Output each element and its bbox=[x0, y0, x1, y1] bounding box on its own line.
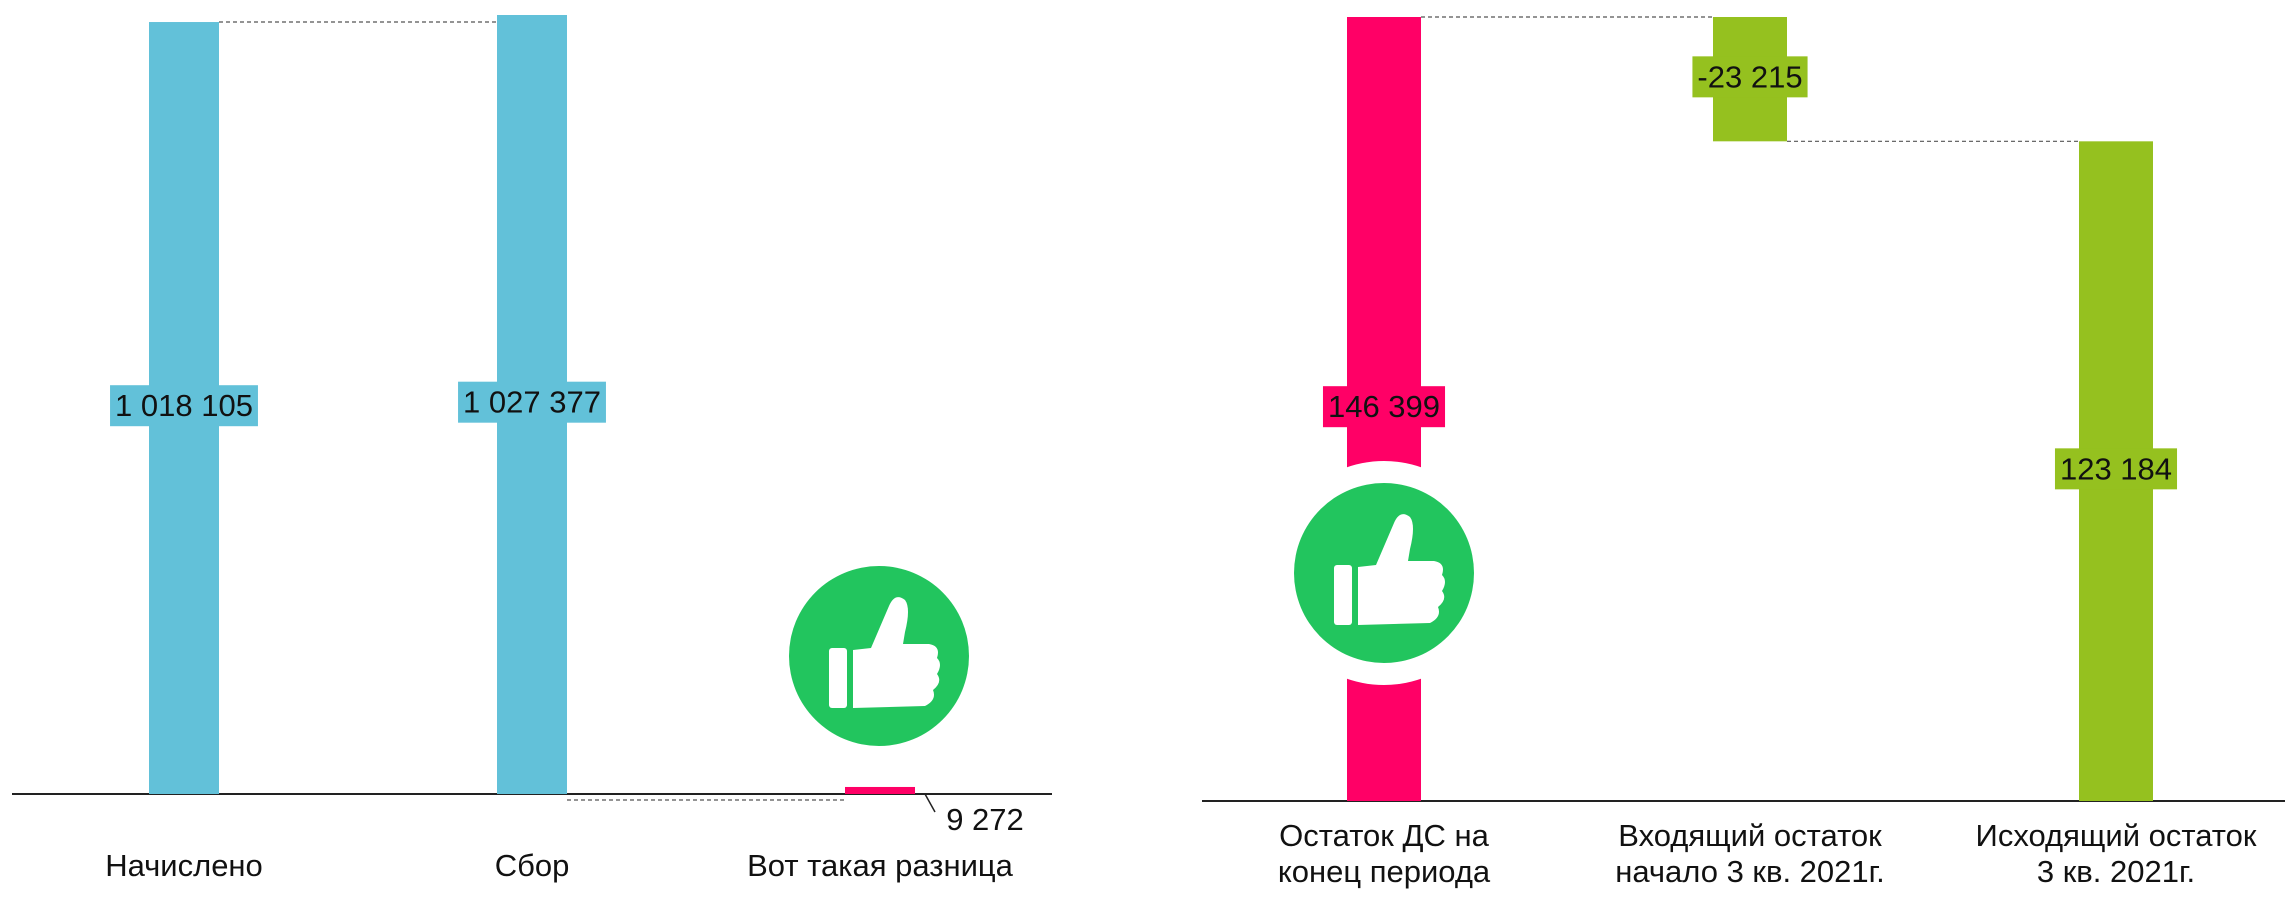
x-tick-label: конец периода bbox=[1278, 854, 1491, 889]
value-label-bg bbox=[1692, 56, 1808, 98]
overlays: 1 018 105 Начислено 1 027 377 Сбор 9 272 Вот … bbox=[105, 56, 2257, 889]
value-label: 146 399 bbox=[1328, 389, 1440, 424]
x-tick-label: Сбор bbox=[495, 848, 570, 883]
value-label: 123 184 bbox=[2060, 451, 2172, 486]
x-tick-label: Входящий остаток bbox=[1618, 818, 1882, 853]
bars bbox=[12, 15, 2285, 802]
x-tick-label: Начислено bbox=[105, 848, 263, 883]
value-label: -23 215 bbox=[1697, 59, 1802, 94]
value-label-bg bbox=[458, 381, 606, 423]
x-tick-label: 3 кв. 2021г. bbox=[2037, 854, 2195, 889]
thumbs-up-icon bbox=[1294, 483, 1474, 663]
value-label: 1 018 105 bbox=[115, 388, 253, 423]
x-tick-label: Исходящий остаток bbox=[1976, 818, 2257, 853]
x-tick-label: начало 3 кв. 2021г. bbox=[1615, 854, 1885, 889]
value-label: 9 272 bbox=[946, 802, 1024, 837]
leader-line bbox=[924, 793, 936, 813]
x-tick-label: Остаток ДС на bbox=[1279, 818, 1489, 853]
value-label-bg bbox=[110, 385, 258, 427]
value-label: 1 027 377 bbox=[463, 385, 601, 420]
value-label-bg bbox=[1322, 386, 1446, 428]
bar bbox=[845, 786, 915, 794]
thumbs-up-icon bbox=[789, 566, 969, 746]
x-tick-label: Вот такая разница bbox=[747, 848, 1014, 883]
value-label-bg bbox=[2054, 448, 2178, 490]
